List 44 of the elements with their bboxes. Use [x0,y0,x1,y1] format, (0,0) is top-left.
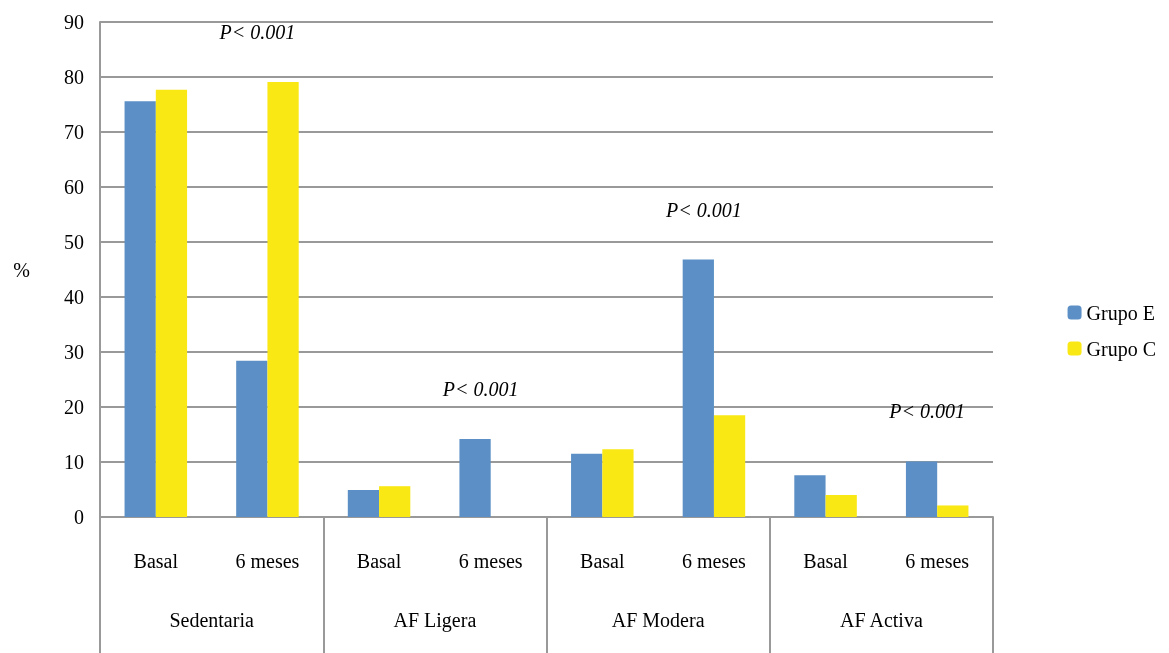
bar [682,259,714,517]
y-tick-label: 90 [64,11,84,33]
bar [905,461,938,517]
bar [155,89,188,517]
x-tick-label: Basal [803,550,849,572]
bar [937,505,969,517]
x-tick-label: 6 meses [681,550,747,572]
bar [267,81,299,517]
x-tick-label: 6 meses [458,550,523,572]
annotation: P< 0.001 [441,377,519,400]
annotation: P< 0.001 [888,400,966,423]
legend-label: Grupo E [1086,301,1155,325]
text: Sedentaria [169,609,254,631]
y-tick-label: 50 [64,231,84,253]
y-tick-label: 30 [64,341,84,363]
annotation: P< 0.001 [665,198,742,221]
annotation: P< 0.001 [218,20,296,43]
text: AF Activa [839,609,923,631]
bar [236,360,268,517]
bar [347,490,380,517]
legend-label: Grupo C [1086,337,1157,361]
x-tick-label: Basal [133,550,179,572]
bar [825,495,857,517]
text: AF Modera [611,609,705,631]
y-tick-label: 10 [64,451,84,473]
bar [459,438,491,517]
x-tick-label: Basal [356,550,402,572]
bar [602,449,634,517]
text: AF Ligera [393,609,477,632]
y-tick-label: 0 [74,506,84,528]
y-tick-label: 20 [64,396,84,418]
y-axis-title: % [13,258,30,281]
y-tick-label: 70 [64,121,84,143]
bar [124,101,156,517]
y-tick-label: 40 [64,286,84,308]
x-tick-label: 6 meses [905,550,970,572]
bar [379,486,411,517]
bar [571,453,603,517]
x-tick-label: 6 meses [235,550,300,572]
bar [794,475,826,517]
y-tick-label: 80 [64,66,84,88]
bar [713,415,746,517]
x-tick-label: Basal [580,550,625,572]
y-tick-label: 60 [64,176,84,198]
